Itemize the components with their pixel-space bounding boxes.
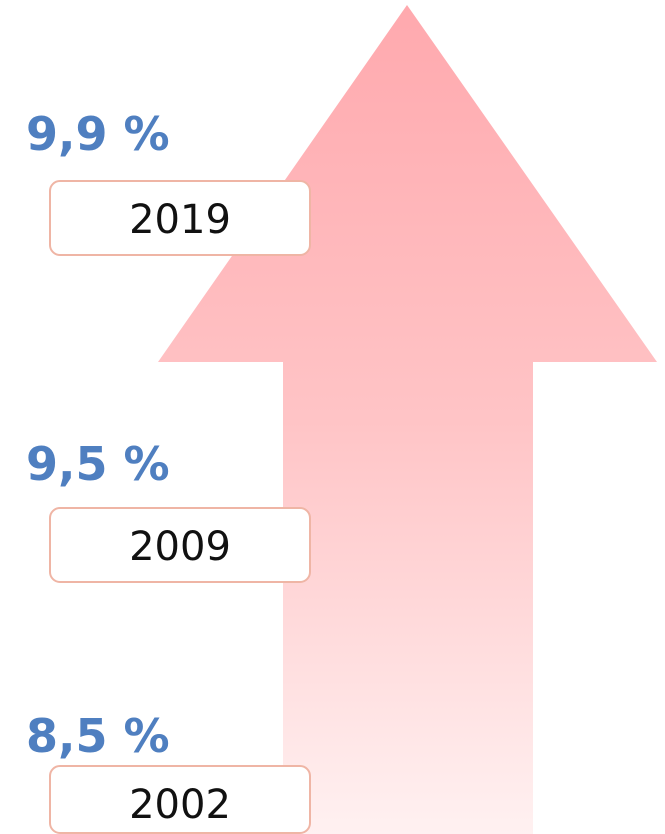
year-box xyxy=(49,180,311,256)
value-label: 9,5 % xyxy=(26,437,170,491)
year-label: 2019 xyxy=(129,197,231,243)
up-arrow xyxy=(158,5,657,834)
year-box xyxy=(49,765,311,834)
year-label: 2002 xyxy=(129,782,231,828)
year-label: 2009 xyxy=(129,524,231,570)
value-label: 8,5 % xyxy=(26,709,170,763)
year-box xyxy=(49,507,311,583)
value-label: 9,9 % xyxy=(26,107,170,161)
